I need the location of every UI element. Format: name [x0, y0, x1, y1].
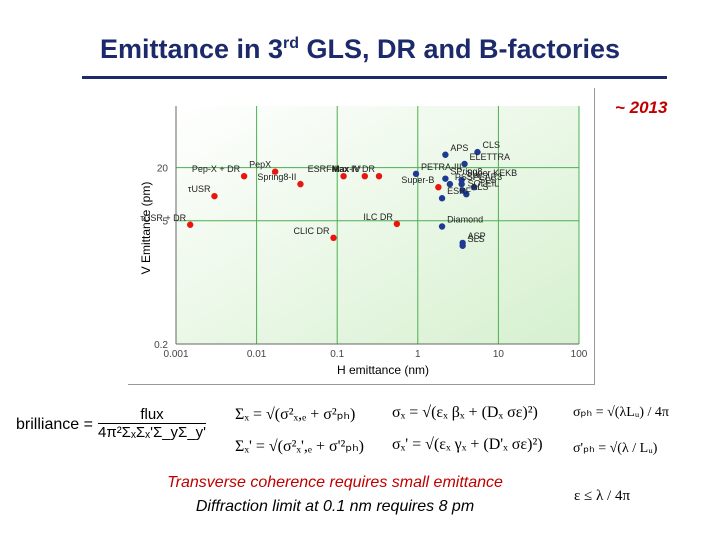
data-point — [458, 180, 465, 188]
point-label: CLIC DR — [293, 226, 330, 236]
y-tick-label: 5 — [162, 217, 168, 228]
sigma-ph-formula: σₚₕ = √(λLᵤ) / 4π — [573, 405, 669, 420]
point-label: APS — [450, 143, 468, 153]
data-point — [393, 220, 401, 228]
data-point — [330, 234, 337, 242]
data-point — [271, 168, 279, 175]
data-point — [446, 180, 454, 188]
point-label: ALS — [471, 182, 488, 192]
point-label: τUSR — [188, 184, 211, 194]
title-underline — [82, 76, 667, 79]
point-label: ASP — [468, 231, 486, 241]
point-label: Diamond — [447, 215, 483, 225]
data-point — [474, 148, 481, 156]
point-label: SOLEIL — [468, 179, 500, 189]
y-tick-label: 0.2 — [154, 340, 168, 351]
point-label: ELETTRA — [470, 152, 511, 162]
y-tick-label: 20 — [157, 164, 169, 175]
brilliance-denominator: 4π²ΣₓΣₓ'Σ_yΣ_y' — [98, 424, 207, 441]
point-label: PSSF — [455, 172, 479, 182]
data-point — [463, 190, 470, 198]
x-tick-label: 0.01 — [247, 349, 267, 360]
data-point — [461, 160, 468, 168]
data-point — [438, 195, 446, 202]
data-point — [438, 223, 446, 230]
point-label: SLS — [479, 175, 496, 185]
data-point — [470, 183, 478, 191]
sigma-ph-prime-formula: σ'ₚₕ = √(λ / Lᵤ) — [573, 441, 658, 456]
note-line-2: Diffraction limit at 0.1 nm requires 8 p… — [195, 498, 475, 515]
note-line-1: Transverse coherence requires small emit… — [167, 474, 503, 491]
data-point — [375, 172, 383, 180]
x-axis-label: H emittance (nm) — [337, 363, 429, 377]
sigma-x-total-formula: Σₓ = √(σ²ₓ,ₑ + σ²ₚₕ) — [235, 406, 356, 423]
point-label: ILC DR — [363, 212, 393, 222]
data-point — [459, 242, 466, 249]
sigma-x-formula: σₓ = √(εₓ βₓ + (Dₓ σε)²) — [392, 404, 538, 421]
flux-numerator: flux — [98, 406, 207, 424]
y-axis-label: V Emittance (pm) — [139, 182, 153, 275]
x-tick-label: 0.001 — [163, 349, 188, 360]
point-label: SPEAR3 — [467, 172, 503, 182]
data-point — [361, 172, 368, 180]
point-label: PETRA-III — [421, 162, 462, 172]
page-title: Emittance in 3rd GLS, DR and B-factories — [99, 34, 621, 64]
point-label: τUSR + DR — [140, 213, 186, 223]
point-label: Max-IV — [332, 164, 361, 174]
x-tick-label: 0.1 — [330, 349, 344, 360]
point-label: Super-B — [401, 175, 434, 185]
plot-area — [176, 106, 579, 344]
brilliance-label: brilliance = — [16, 416, 93, 433]
point-label: ESRF — [447, 186, 472, 196]
epsilon-limit-formula: ε ≤ λ / 4π — [574, 488, 631, 504]
sigma-xp-total-formula: Σₓ' = √(σ²ₓ',ₑ + σ'²ₚₕ) — [235, 438, 364, 455]
data-point — [435, 183, 442, 191]
x-tick-label: 100 — [571, 349, 588, 360]
point-label: Spring8-II — [257, 172, 296, 182]
point-label: PepX — [249, 160, 271, 170]
point-label: ESRF-II — [308, 164, 340, 174]
point-label: SPring8 — [450, 167, 482, 177]
data-point — [442, 151, 449, 158]
brilliance-fraction: flux 4π²ΣₓΣₓ'Σ_yΣ_y' — [98, 406, 207, 441]
data-point — [412, 170, 420, 178]
data-point — [442, 175, 449, 182]
sigma-xp-formula: σₓ' = √(εₓ γₓ + (D'ₓ σε)²) — [392, 436, 543, 453]
x-tick-label: 1 — [415, 349, 421, 360]
point-label: SLS — [468, 234, 485, 244]
data-point — [340, 172, 347, 180]
chart-frame — [128, 88, 595, 385]
x-tick-label: 10 — [493, 349, 505, 360]
point-label: Max IV DR — [331, 164, 375, 174]
data-point — [211, 192, 218, 200]
data-point — [297, 180, 304, 188]
point-label: Super KEKB — [467, 168, 518, 178]
point-label: CLS — [482, 140, 500, 150]
data-point — [186, 221, 194, 228]
point-label: Pep-X + DR — [192, 164, 241, 174]
year-label: ~ 2013 — [615, 98, 668, 117]
data-point — [240, 172, 248, 180]
